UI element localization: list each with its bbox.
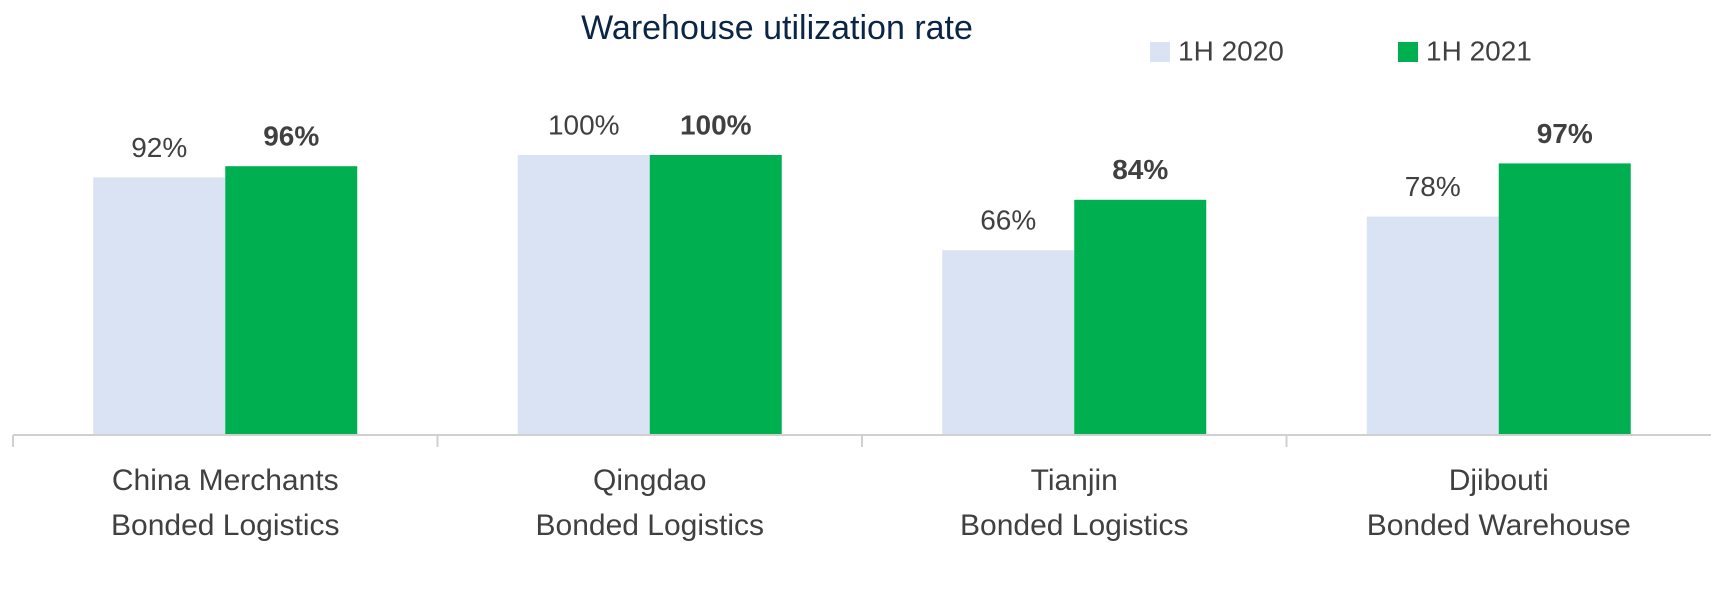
bar	[517, 155, 650, 435]
bar	[1366, 216, 1499, 435]
legend-label: 1H 2020	[1178, 35, 1284, 66]
value-label: 92%	[131, 132, 187, 163]
x-tick-label: Qingdao	[593, 464, 706, 497]
value-label: 100%	[548, 109, 620, 140]
x-tick-label: Bonded Warehouse	[1367, 509, 1631, 542]
x-tick-label: Djibouti	[1449, 464, 1549, 497]
value-label: 78%	[1405, 171, 1461, 202]
value-label: 96%	[263, 121, 319, 152]
legend-label: 1H 2021	[1426, 35, 1532, 66]
value-label: 84%	[1112, 154, 1168, 185]
bar	[225, 166, 358, 435]
chart-title: Warehouse utilization rate	[581, 9, 973, 47]
value-label: 97%	[1537, 118, 1593, 149]
x-tick-label: China Merchants	[112, 464, 339, 497]
bar	[942, 250, 1075, 435]
bar	[1498, 163, 1631, 435]
legend-swatch	[1398, 42, 1418, 62]
bar	[93, 177, 226, 435]
value-label: 100%	[680, 109, 752, 140]
value-label: 66%	[980, 205, 1036, 236]
legend-swatch	[1150, 42, 1170, 62]
bar	[1074, 199, 1207, 435]
x-tick-label: Bonded Logistics	[111, 509, 340, 542]
x-tick-label: Tianjin	[1031, 464, 1118, 497]
x-tick-label: Bonded Logistics	[536, 509, 765, 542]
x-tick-label: Bonded Logistics	[960, 509, 1189, 542]
bar	[649, 155, 782, 435]
